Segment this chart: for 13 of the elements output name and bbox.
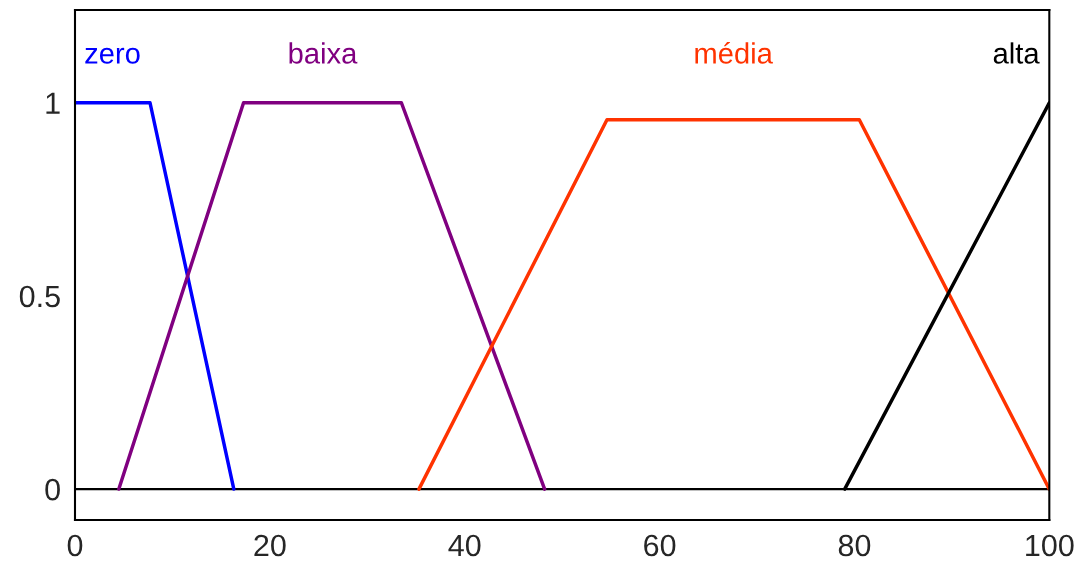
series-label: alta bbox=[993, 42, 1040, 64]
y-tick-label: 0 bbox=[45, 478, 60, 501]
x-tick-label: 0 bbox=[67, 534, 83, 557]
y-tick-label: 1 bbox=[46, 92, 60, 114]
x-tick-label: 100 bbox=[1026, 534, 1074, 557]
x-tick-label: 40 bbox=[448, 534, 481, 557]
series-label: baixa bbox=[289, 42, 358, 64]
x-tick-label: 60 bbox=[644, 534, 676, 557]
series-label: média bbox=[695, 41, 773, 64]
x-tick-label: 80 bbox=[838, 534, 871, 557]
x-tick-label: 20 bbox=[254, 534, 286, 557]
y-tick-label: 0.5 bbox=[19, 285, 60, 308]
series-label: zero bbox=[85, 47, 140, 64]
